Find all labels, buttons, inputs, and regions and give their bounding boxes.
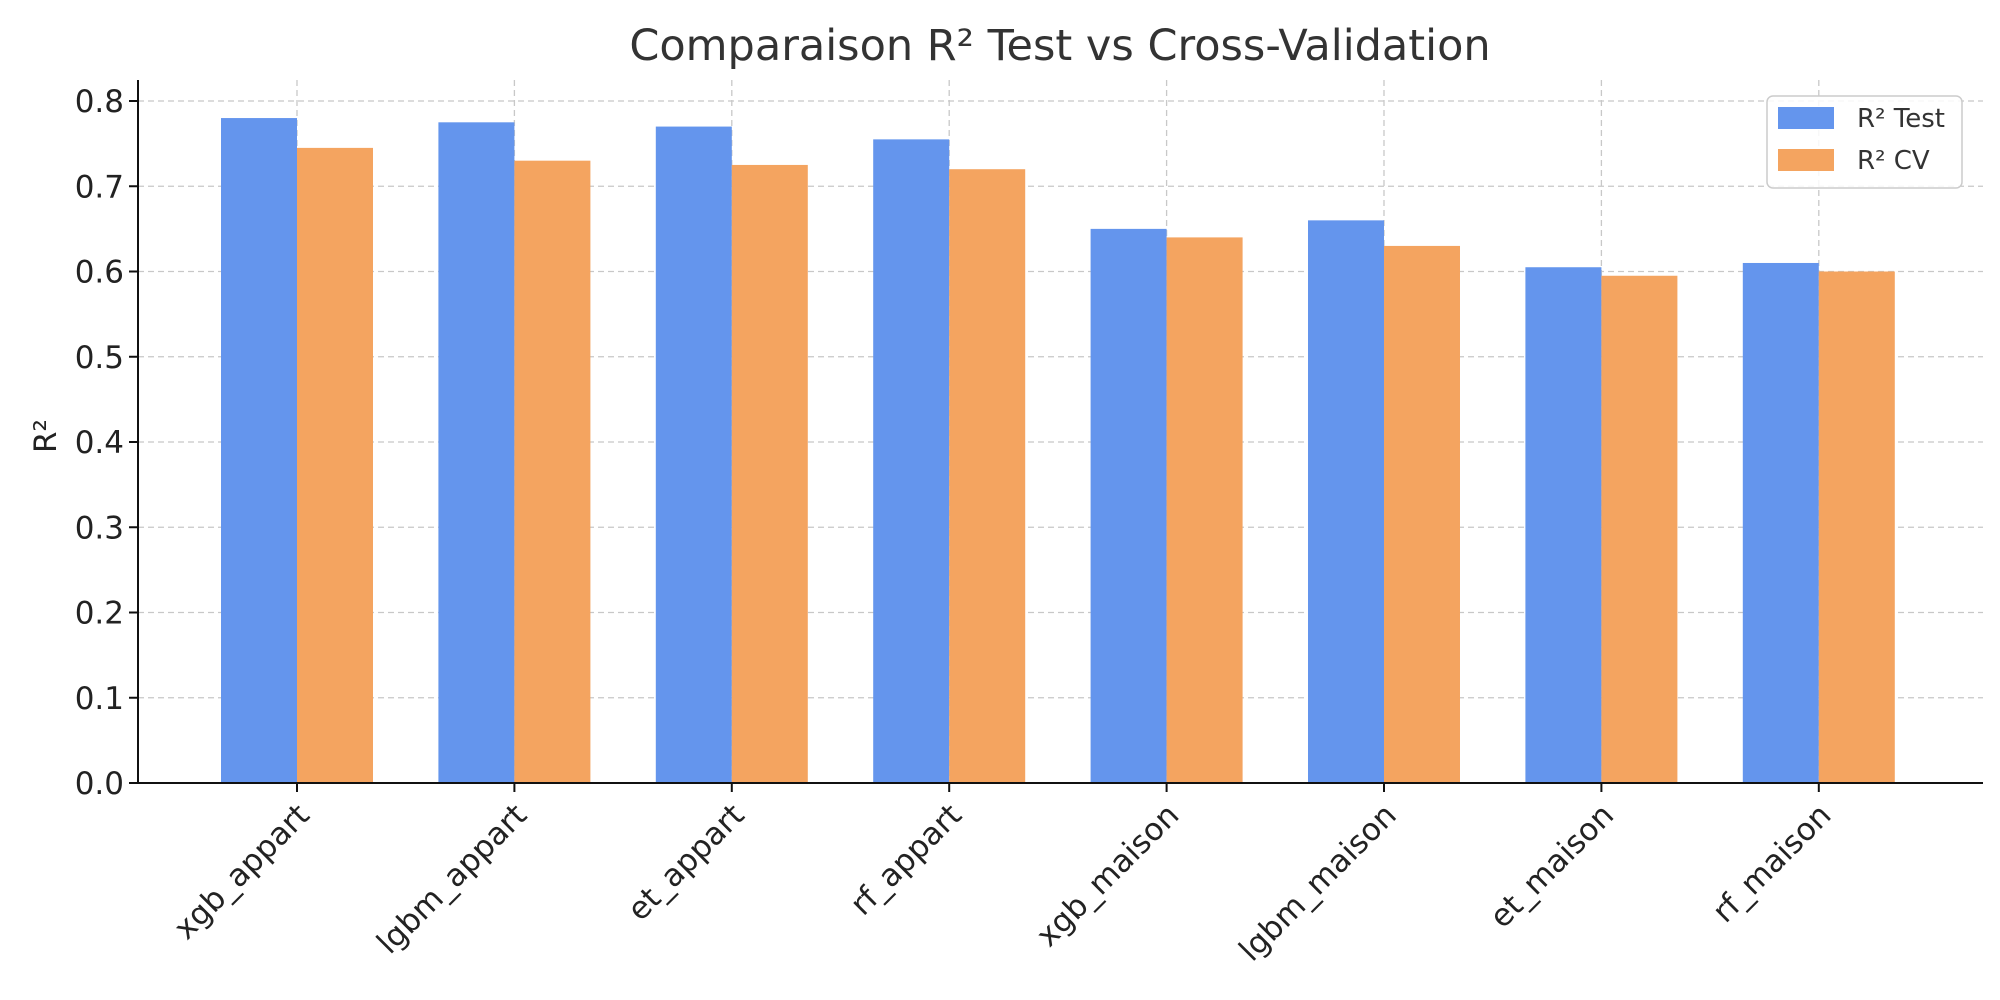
legend: R² Test R² CV [1766,95,1963,189]
x-tick-label-et_appart: et_appart [621,797,752,928]
bar-r2-test-lgbm_appart [438,122,515,783]
y-tick-label: 0.5 [75,340,124,376]
legend-label-test: R² Test [1857,104,1945,134]
bar-r2-test-rf_appart [873,139,950,784]
bar-r2-test-rf_maison [1742,262,1819,784]
axis-layer [129,80,1983,792]
bar-r2-test-lgbm_maison [1308,220,1384,784]
grid-layer [138,80,1983,783]
bar-r2-cv-rf_maison [1818,271,1895,783]
bar-r2-cv-lgbm_appart [514,160,591,784]
x-tick-label-rf_appart: rf_appart [843,797,968,922]
bar-layer [221,118,1895,784]
legend-swatch-cv [1778,149,1834,171]
bar-r2-cv-xgb_maison [1166,237,1243,783]
bar-r2-test-xgb_maison [1090,228,1167,783]
y-tick-label: 0.4 [75,425,124,461]
bar-r2-cv-et_appart [731,164,808,783]
x-tick-label-xgb_maison: xgb_maison [1029,797,1186,954]
y-tick-label: 0.0 [75,766,124,802]
y-tick-label: 0.8 [75,84,124,120]
y-axis-label: R² [28,419,64,453]
x-tick-label-lgbm_appart: lgbm_appart [370,797,534,961]
y-tick-label: 0.3 [75,510,124,546]
y-tick-label: 0.7 [75,169,124,205]
bar-r2-cv-rf_appart [949,169,1026,783]
bar-r2-cv-xgb_appart [297,147,373,783]
x-tick-label-lgbm_maison: lgbm_maison [1232,797,1403,968]
bar-r2-test-xgb_appart [221,118,297,784]
chart-title: Comparaison R² Test vs Cross-Validation [629,21,1490,71]
y-tick-label: 0.2 [75,596,124,632]
x-tick-label-xgb_appart: xgb_appart [167,797,317,947]
legend-label-cv: R² CV [1857,146,1930,176]
bar-r2-test-et_appart [655,126,732,783]
legend-swatch-test [1778,107,1834,129]
x-tick-label-et_maison: et_maison [1483,797,1621,935]
bar-r2-cv-lgbm_maison [1384,245,1460,784]
y-tick-label: 0.1 [75,681,124,717]
y-tick-label: 0.6 [75,255,124,291]
bar-r2-test-et_maison [1525,267,1602,783]
bar-r2-cv-et_maison [1601,275,1678,783]
x-tick-label-rf_maison: rf_maison [1706,797,1839,930]
